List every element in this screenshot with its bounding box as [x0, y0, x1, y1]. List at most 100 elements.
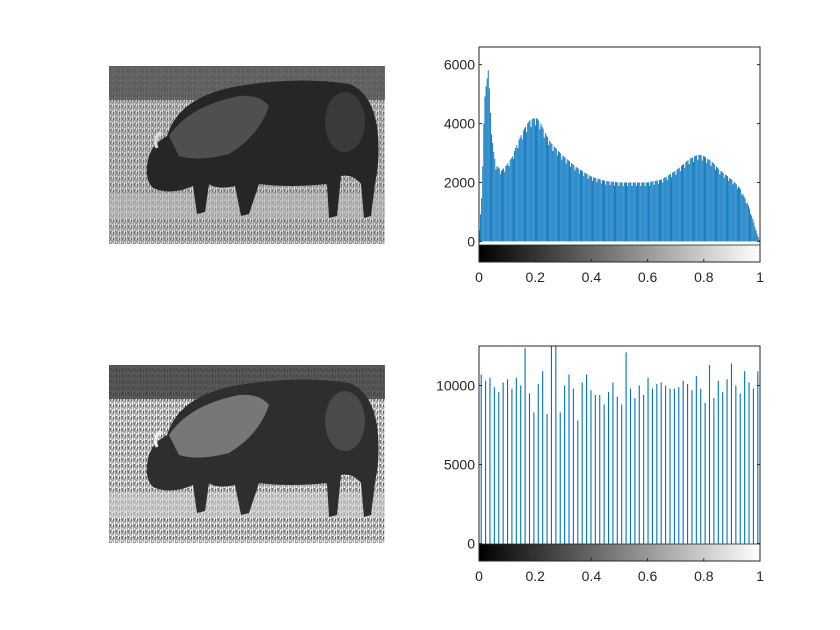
- histogram-bar: [631, 186, 633, 242]
- histogram-bar: [558, 151, 559, 242]
- histogram-bar: [736, 188, 738, 242]
- histogram-bar: [688, 164, 690, 242]
- histogram-bar: [719, 174, 721, 242]
- histogram-bar: [539, 129, 541, 242]
- histogram-bar: [507, 163, 509, 242]
- histogram-bar: [739, 187, 741, 242]
- histogram-bar: [585, 173, 587, 242]
- histogram-bar: [604, 180, 606, 242]
- histogram-bar: [678, 167, 680, 242]
- histogram-bar: [634, 182, 636, 242]
- y-tick-label: 2000: [444, 174, 475, 190]
- histogram-bar: [534, 125, 536, 242]
- histogram-bar: [611, 181, 613, 242]
- histogram-bar: [593, 177, 595, 242]
- histogram-bar: [667, 175, 669, 242]
- histogram-bar: [569, 161, 570, 242]
- histogram-bar: [693, 161, 694, 242]
- histogram-bar: [706, 163, 708, 242]
- histogram-bar: [672, 172, 674, 242]
- histogram-bar: [638, 182, 640, 242]
- histogram-bar: [562, 155, 564, 242]
- histogram-bar: [666, 179, 668, 242]
- histogram-bar: [574, 170, 576, 242]
- histogram-bar: [592, 180, 593, 242]
- histogram-bar: [598, 179, 600, 242]
- x-tick-label: 0.8: [694, 568, 714, 584]
- histogram-bar: [697, 159, 699, 242]
- histogram-bar: [655, 180, 657, 242]
- histogram-bar: [537, 119, 539, 242]
- histogram-bar: [751, 215, 753, 242]
- histogram-bar: [616, 182, 618, 242]
- histogram-bar: [589, 175, 591, 242]
- y-tick-label: 10000: [436, 378, 475, 394]
- y-tick-label: 0: [467, 536, 475, 552]
- histogram-bar: [493, 151, 495, 242]
- histogram-bar: [679, 171, 681, 242]
- histogram-bar: [514, 150, 516, 242]
- histogram-bar: [645, 182, 647, 242]
- histogram-bar: [683, 163, 685, 242]
- original-grayscale-image: [109, 66, 385, 244]
- histogram-bar: [518, 139, 520, 242]
- histogram-bar: [509, 159, 511, 242]
- histogram-bar: [515, 147, 517, 242]
- histogram-bar: [495, 169, 497, 242]
- histogram-bar: [677, 168, 679, 242]
- histogram-bar: [485, 86, 487, 242]
- histogram-bar: [564, 157, 566, 242]
- histogram-bar: [653, 184, 655, 242]
- histogram-bar: [570, 166, 572, 242]
- x-tick-label: 0: [475, 269, 483, 285]
- histogram-bar: [680, 165, 682, 242]
- histogram-bar: [609, 185, 611, 242]
- histogram-bar: [695, 155, 697, 242]
- histogram-bar: [650, 181, 652, 242]
- histogram-bar: [581, 170, 582, 242]
- x-tick-label: 0.4: [582, 269, 602, 285]
- histogram-bar: [646, 182, 648, 242]
- histogram-bar: [639, 182, 641, 242]
- x-tick-label: 0.2: [525, 568, 545, 584]
- histogram-bar: [744, 198, 746, 242]
- histogram-bar: [740, 189, 742, 242]
- histogram-bar: [717, 167, 719, 242]
- histogram-bar: [555, 148, 557, 242]
- histogram-bar: [556, 155, 558, 242]
- histogram-bar: [662, 182, 664, 242]
- histogram-bar: [704, 156, 705, 242]
- histogram-bar: [489, 112, 491, 242]
- histogram-bar: [575, 166, 577, 242]
- histogram-bar: [633, 182, 635, 242]
- histogram-bar: [612, 181, 614, 242]
- histogram-bar: [712, 163, 714, 242]
- histogram-bar: [618, 185, 620, 242]
- histogram-bar: [480, 214, 481, 242]
- histogram-bar: [571, 163, 573, 242]
- histogram-bar: [735, 184, 737, 242]
- histogram-bar: [606, 181, 608, 242]
- histogram-bar: [502, 169, 503, 242]
- histogram-bar: [494, 158, 496, 242]
- histogram-bar: [731, 179, 733, 242]
- histogram-bar: [522, 130, 524, 242]
- histogram-bar: [597, 178, 599, 242]
- histogram-bar: [753, 222, 755, 242]
- histogram-bar: [508, 166, 510, 242]
- histogram-bar: [584, 172, 586, 242]
- histogram-bar: [586, 173, 588, 242]
- histogram-bar: [511, 156, 513, 242]
- histogram-bar: [623, 182, 625, 242]
- histogram-bar: [524, 128, 525, 242]
- histogram-bar: [553, 146, 555, 242]
- axes-frame: [478, 46, 761, 263]
- histogram-bar: [488, 88, 490, 242]
- histogram-bar: [607, 181, 609, 242]
- histogram-bar: [754, 227, 756, 242]
- histogram-bar: [519, 137, 521, 242]
- histogram-bar: [565, 163, 567, 242]
- histogram-bar: [727, 176, 728, 242]
- histogram-bar: [705, 157, 707, 242]
- histogram-bar: [622, 186, 624, 242]
